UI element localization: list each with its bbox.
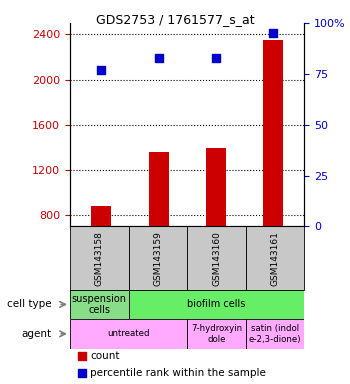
Bar	[91, 206, 111, 227]
Bar	[187, 227, 246, 290]
Text: GSM143159: GSM143159	[153, 231, 162, 286]
Text: count: count	[90, 351, 119, 361]
Point	[213, 55, 219, 61]
Text: 7-hydroxyin
dole: 7-hydroxyin dole	[191, 324, 242, 344]
Text: GDS2753 / 1761577_s_at: GDS2753 / 1761577_s_at	[96, 13, 254, 26]
Point	[156, 55, 161, 61]
Bar	[263, 40, 283, 227]
Bar	[206, 149, 226, 227]
Text: satin (indol
e-2,3-dione): satin (indol e-2,3-dione)	[249, 324, 301, 344]
Text: agent: agent	[21, 329, 51, 339]
Point	[99, 67, 104, 73]
Point	[270, 30, 276, 36]
Bar	[246, 227, 304, 290]
Text: biofilm cells: biofilm cells	[187, 300, 246, 310]
Text: untreated: untreated	[107, 329, 150, 338]
Bar	[129, 290, 304, 319]
Bar	[129, 227, 187, 290]
Text: GSM143158: GSM143158	[95, 231, 104, 286]
Text: GSM143161: GSM143161	[271, 231, 280, 286]
Text: percentile rank within the sample: percentile rank within the sample	[90, 368, 266, 378]
Text: suspension
cells: suspension cells	[72, 294, 127, 315]
Text: GSM143160: GSM143160	[212, 231, 221, 286]
Text: cell type: cell type	[7, 300, 51, 310]
Point	[79, 353, 85, 359]
Bar	[70, 319, 187, 349]
Bar	[246, 319, 304, 349]
Bar	[187, 319, 246, 349]
Bar	[70, 227, 129, 290]
Point	[79, 370, 85, 376]
Bar	[149, 152, 169, 227]
Bar	[70, 290, 129, 319]
